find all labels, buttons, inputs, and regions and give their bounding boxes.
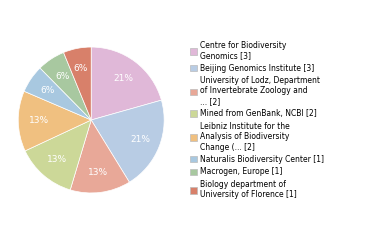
Wedge shape [63,47,91,120]
Wedge shape [25,120,91,190]
Text: 6%: 6% [74,64,88,73]
Text: 21%: 21% [113,74,133,83]
Wedge shape [91,47,162,120]
Wedge shape [91,100,164,182]
Text: 6%: 6% [55,72,70,81]
Text: 13%: 13% [88,168,108,177]
Text: 13%: 13% [28,116,49,125]
Text: 21%: 21% [130,135,150,144]
Wedge shape [18,91,91,151]
Text: 6%: 6% [41,86,55,95]
Wedge shape [70,120,129,193]
Legend: Centre for Biodiversity
Genomics [3], Beijing Genomics Institute [3], University: Centre for Biodiversity Genomics [3], Be… [190,41,324,199]
Wedge shape [24,68,91,120]
Text: 13%: 13% [47,155,67,164]
Wedge shape [40,53,91,120]
